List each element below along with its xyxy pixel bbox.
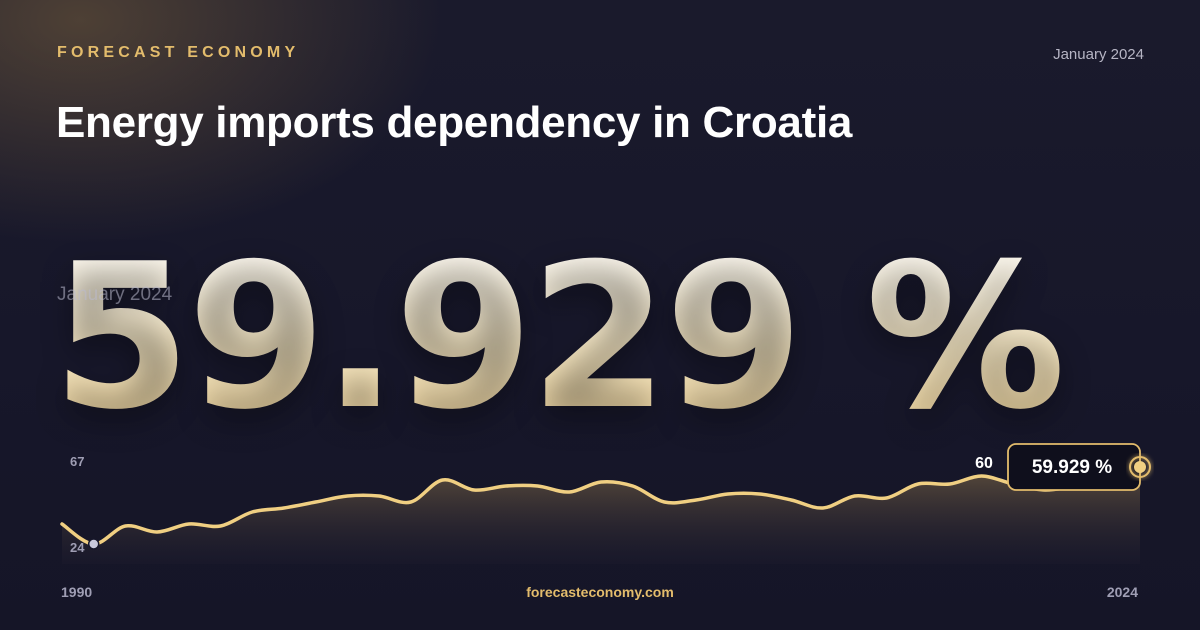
y-min-tick-label: 24 bbox=[70, 540, 85, 555]
series-line bbox=[60, 470, 1142, 546]
headline-value: 59.929 % bbox=[52, 221, 1066, 454]
x-start-label: 1990 bbox=[61, 584, 93, 600]
brand-name: FORECAST ECONOMY bbox=[57, 44, 300, 61]
x-end-label: 2024 bbox=[1106, 584, 1138, 600]
area-fill bbox=[62, 472, 1140, 564]
min-point-marker bbox=[87, 538, 100, 550]
y-max-tick-label: 67 bbox=[70, 454, 84, 469]
header-date: January 2024 bbox=[1053, 46, 1144, 63]
last-point-ring bbox=[1129, 456, 1151, 478]
headline-date: January 2024 bbox=[57, 284, 173, 305]
last-point-marker bbox=[1134, 461, 1146, 473]
last-value-callout: 59.929 % bbox=[1007, 443, 1141, 491]
page-title: Energy imports dependency in Croatia bbox=[56, 98, 853, 147]
max-value-label: 60 bbox=[975, 455, 993, 472]
footer-url[interactable]: forecasteconomy.com bbox=[526, 584, 674, 600]
callout-value: 59.929 % bbox=[1032, 457, 1112, 478]
